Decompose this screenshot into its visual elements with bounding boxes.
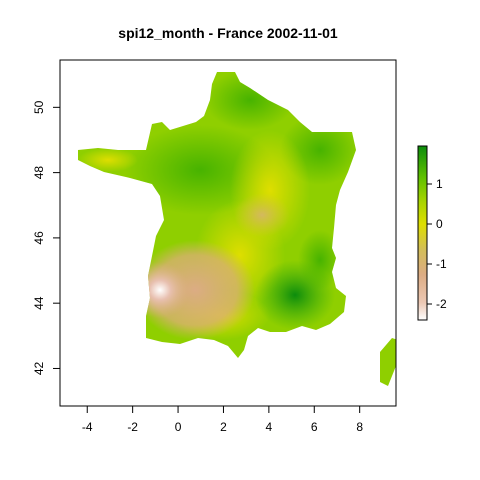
- x-tick-label: -4: [82, 420, 93, 434]
- y-tick-label: 46: [32, 231, 46, 245]
- colorbar-tick-label: -1: [436, 257, 447, 271]
- colorbar-tick-label: 1: [436, 177, 443, 191]
- x-tick-label: 8: [356, 420, 363, 434]
- x-tick-label: 0: [175, 420, 182, 434]
- x-tick-label: 2: [220, 420, 227, 434]
- colorbar-fill: [417, 145, 428, 321]
- y-tick-label: 50: [32, 100, 46, 114]
- y-tick-label: 48: [32, 166, 46, 180]
- x-tick-label: -2: [127, 420, 138, 434]
- colorbar: -2 -1 0 1: [417, 145, 447, 321]
- x-axis: -4 -2 0 2 4 6 8: [82, 406, 363, 434]
- y-tick-label: 44: [32, 296, 46, 310]
- x-tick-label: 6: [311, 420, 318, 434]
- chart-title: spi12_month - France 2002-11-01: [118, 25, 338, 41]
- plot-frame: [59, 59, 397, 407]
- colorbar-ticks: -2 -1 0 1: [427, 177, 447, 311]
- colorbar-tick-label: -2: [436, 297, 447, 311]
- raster-layer: [78, 72, 396, 386]
- colorbar-tick-label: 0: [436, 217, 443, 231]
- y-tick-label: 42: [32, 361, 46, 375]
- y-axis: 42 44 46 48 50: [32, 100, 60, 375]
- x-tick-label: 4: [266, 420, 273, 434]
